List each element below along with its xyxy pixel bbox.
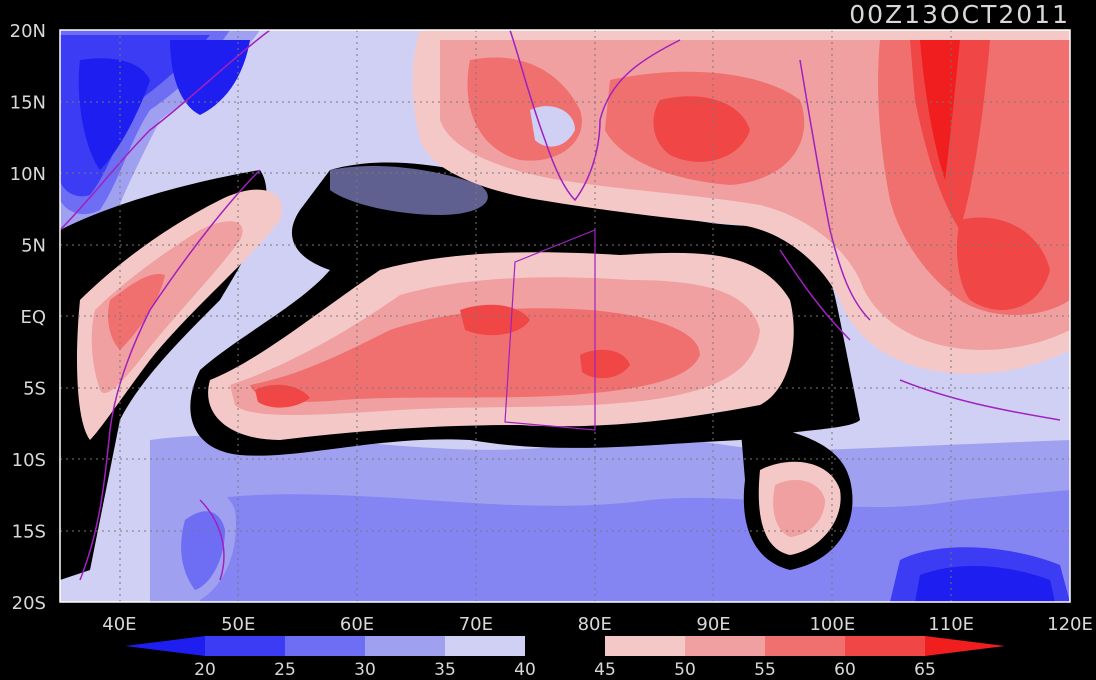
y-tick-label: 15S — [12, 522, 46, 543]
colorbar-swatch — [765, 636, 845, 656]
colorbar-label: 30 — [354, 660, 376, 680]
colorbar-swatch — [365, 636, 445, 656]
colorbar-swatch — [445, 636, 525, 656]
y-tick-label: 20N — [10, 21, 46, 42]
y-axis-labels: 20N 15N 10N 5N EQ 5S 10S 15S 20S — [10, 21, 46, 614]
colorbar-swatch — [605, 636, 685, 656]
y-tick-label: EQ — [20, 307, 46, 328]
colorbar-label: 55 — [754, 660, 776, 680]
colorbar-swatch — [205, 636, 285, 656]
colorbar-label: 65 — [914, 660, 936, 680]
colorbar-label: 25 — [274, 660, 296, 680]
y-tick-label: 10S — [12, 450, 46, 471]
y-tick-label: 20S — [12, 593, 46, 614]
y-tick-label: 10N — [10, 164, 46, 185]
x-tick-label: 110E — [928, 614, 974, 635]
map-timestamp: 00Z13OCT2011 — [849, 0, 1070, 29]
y-tick-label: 5N — [21, 236, 46, 257]
x-tick-label: 80E — [578, 614, 612, 635]
x-axis-labels: 40E 50E 60E 70E 80E 90E 100E 110E 120E — [102, 614, 1093, 635]
x-tick-label: 120E — [1047, 614, 1093, 635]
coastlines — [60, 30, 1061, 581]
x-tick-label: 100E — [809, 614, 855, 635]
colorbar-label: 20 — [194, 660, 216, 680]
contour-field — [60, 30, 1070, 602]
colorbar-swatch — [525, 636, 605, 656]
y-tick-label: 5S — [23, 379, 46, 400]
colorbar-label: 35 — [434, 660, 456, 680]
colorbar-label: 50 — [674, 660, 696, 680]
colorbar-max-arrow — [925, 636, 1005, 656]
colorbar-swatch — [685, 636, 765, 656]
colorbar-label: 40 — [514, 660, 536, 680]
x-tick-label: 40E — [102, 614, 136, 635]
y-tick-label: 15N — [10, 93, 46, 114]
x-tick-label: 70E — [459, 614, 493, 635]
colorbar-label: 45 — [594, 660, 616, 680]
plot-frame — [59, 29, 1071, 603]
colorbar-label: 60 — [834, 660, 856, 680]
gridlines — [60, 30, 1070, 602]
colorbar: 20 25 30 35 40 45 50 55 60 65 — [125, 636, 1005, 680]
x-tick-label: 50E — [221, 614, 255, 635]
highlight-box — [504, 229, 596, 431]
colorbar-min-arrow — [125, 636, 205, 656]
colorbar-swatch — [845, 636, 925, 656]
x-tick-label: 60E — [340, 614, 374, 635]
x-tick-label: 90E — [696, 614, 730, 635]
colorbar-swatch — [285, 636, 365, 656]
